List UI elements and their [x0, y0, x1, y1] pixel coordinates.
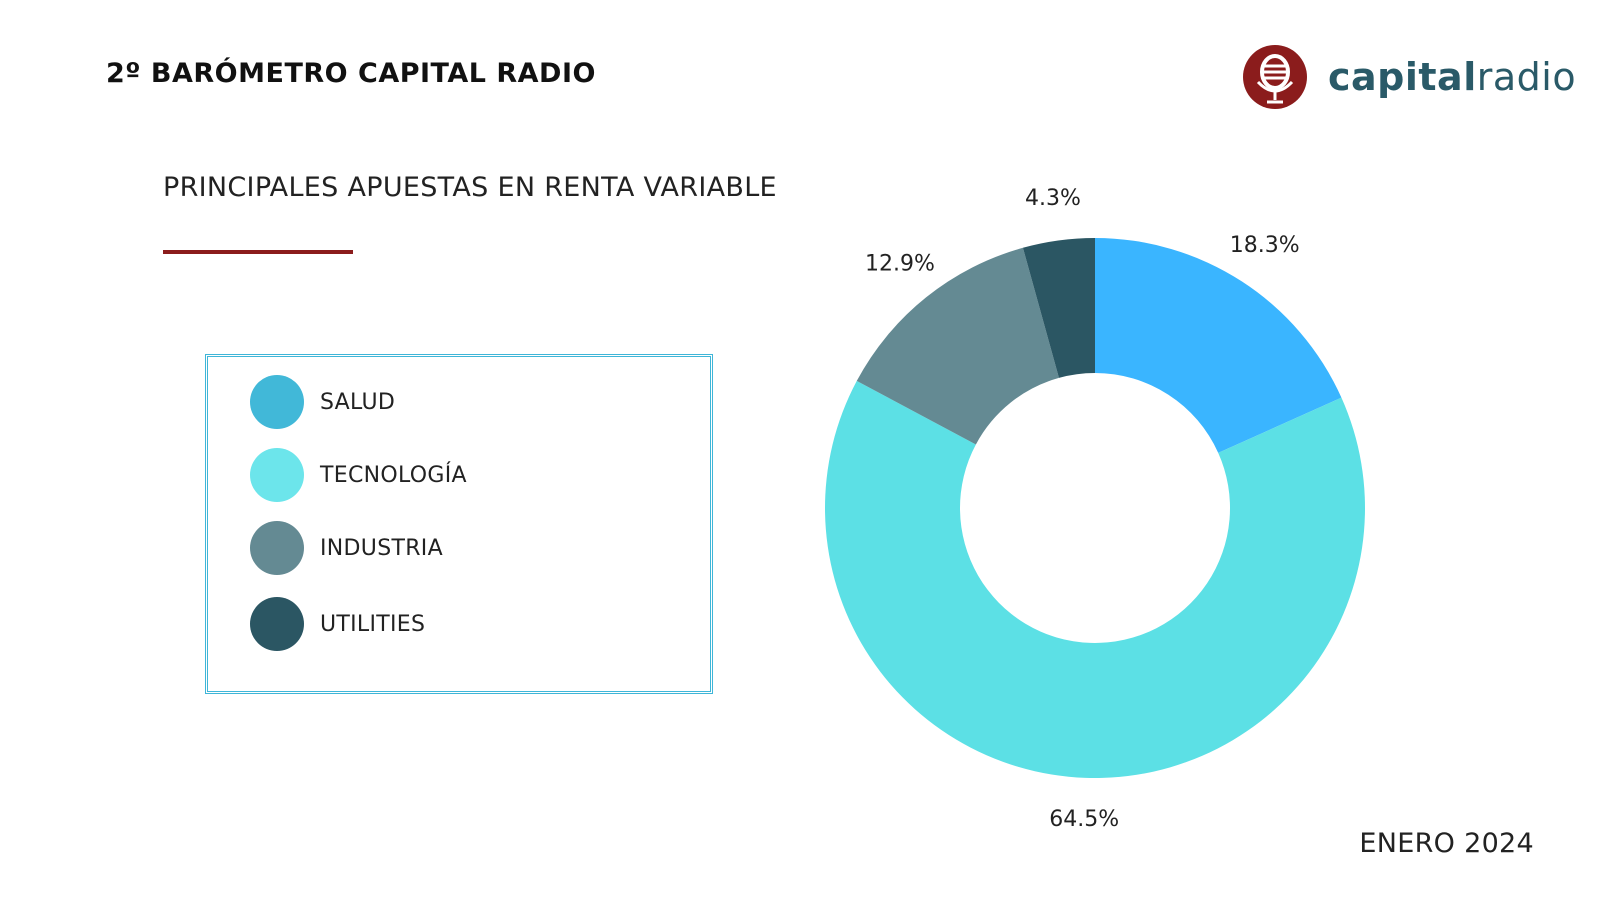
logo-text-light: radio: [1476, 55, 1577, 99]
legend-item-tecnologia: TECNOLOGÍA: [250, 448, 467, 502]
donut-slice-utilities: [1022, 238, 1095, 378]
date-label: ENERO 2024: [1359, 828, 1534, 859]
legend: SALUD TECNOLOGÍA INDUSTRIA UTILITIES: [205, 354, 713, 694]
legend-swatch: [250, 521, 304, 575]
legend-label: TECNOLOGÍA: [320, 462, 467, 488]
legend-label: UTILITIES: [320, 611, 426, 637]
legend-item-industria: INDUSTRIA: [250, 521, 443, 575]
donut-slice-industria: [856, 247, 1059, 445]
legend-item-utilities: UTILITIES: [250, 597, 425, 651]
data-label: 18.3%: [1230, 233, 1300, 258]
donut-slice-tecnolog-a: [824, 380, 1366, 779]
page-title: 2º BARÓMETRO CAPITAL RADIO: [106, 58, 596, 89]
logo-text: capitalradio: [1328, 55, 1576, 99]
logo-text-bold: capital: [1328, 55, 1477, 99]
legend-swatch: [250, 597, 304, 651]
chart-title: PRINCIPALES APUESTAS EN RENTA VARIABLE: [163, 172, 777, 203]
legend-swatch: [250, 375, 304, 429]
data-label: 4.3%: [1025, 186, 1081, 211]
title-divider: [163, 250, 353, 254]
donut-slice-salud: [1095, 238, 1342, 453]
legend-swatch: [250, 448, 304, 502]
legend-label: INDUSTRIA: [320, 535, 443, 561]
data-label: 64.5%: [1049, 807, 1119, 832]
legend-item-salud: SALUD: [250, 375, 395, 429]
legend-label: SALUD: [320, 389, 396, 415]
data-label: 12.9%: [865, 252, 935, 277]
microphone-globe-icon: [1243, 45, 1307, 109]
brand-logo: capitalradio: [1242, 42, 1576, 112]
